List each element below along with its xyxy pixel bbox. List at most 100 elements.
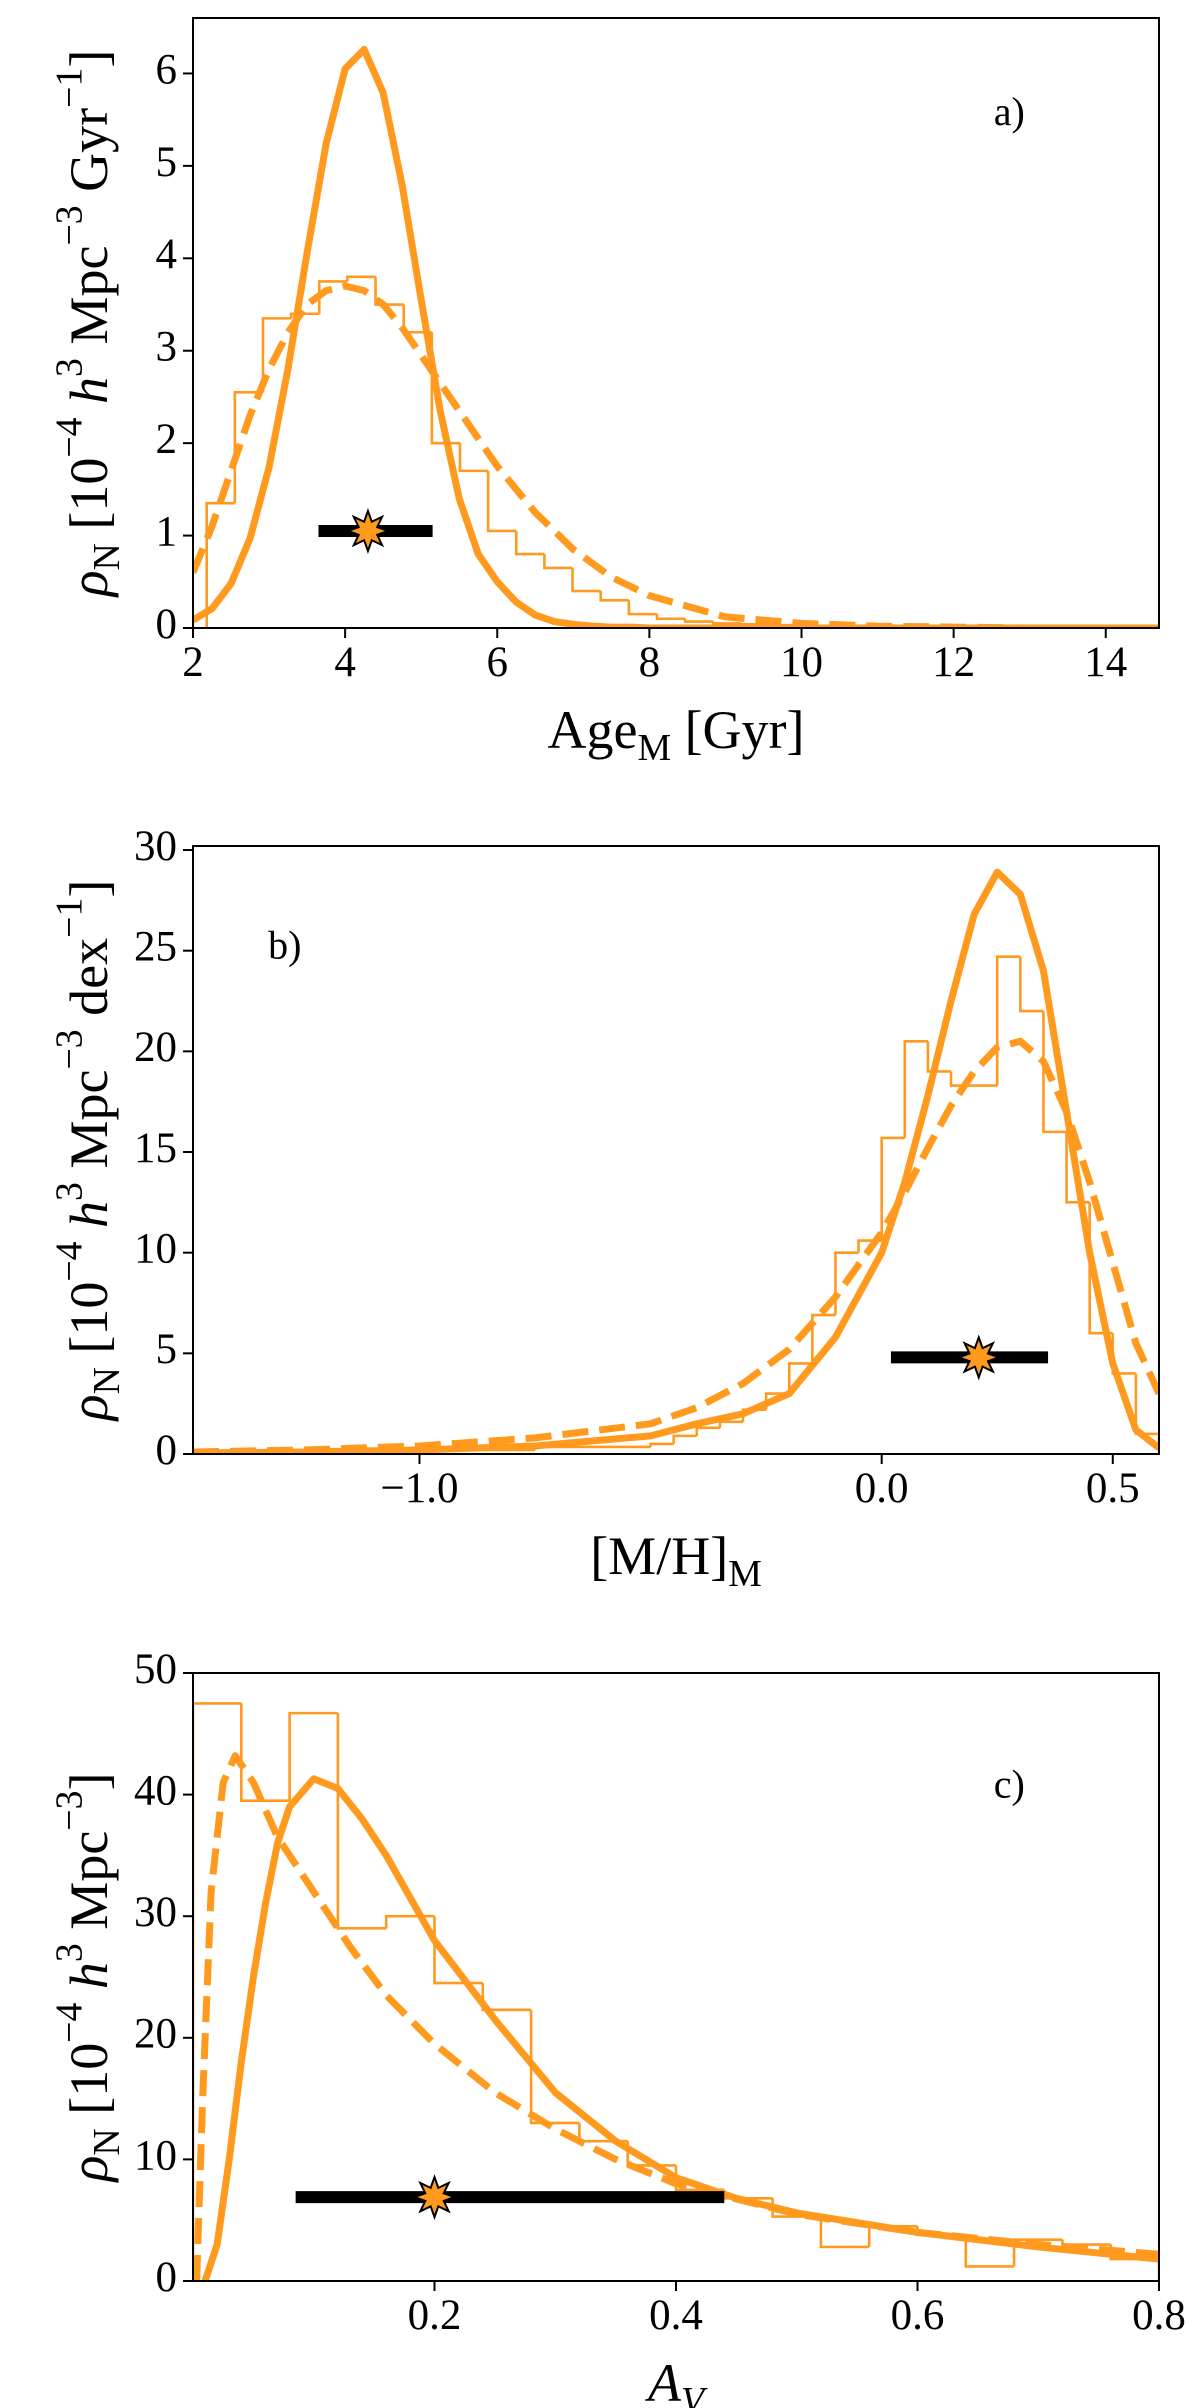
x-axis-label-part: Age bbox=[547, 700, 637, 760]
star-marker bbox=[411, 2174, 458, 2221]
x-tick-label: 10 bbox=[780, 639, 823, 686]
histogram-bin bbox=[672, 1434, 697, 1444]
solid-curve bbox=[201, 1775, 1159, 2281]
y-tick-label: 0 bbox=[156, 601, 178, 648]
histogram-bin bbox=[514, 530, 545, 556]
y-axis-label-part: [10 bbox=[59, 1282, 119, 1367]
histogram-bin bbox=[964, 2234, 1015, 2268]
histogram-bin bbox=[193, 1702, 242, 2281]
histogram-bin bbox=[695, 1426, 720, 1436]
histogram-bin bbox=[718, 1420, 744, 1428]
histogram-bin bbox=[261, 317, 292, 393]
histogram-bin bbox=[1134, 1373, 1159, 1454]
histogram-bin bbox=[880, 1136, 905, 1241]
y-tick-label: 10 bbox=[134, 2132, 177, 2179]
y-axis-label-part: Mpc bbox=[59, 1831, 119, 1943]
x-axis-label: [M/H]M bbox=[590, 1526, 762, 1594]
axes-frame bbox=[192, 845, 1160, 1455]
y-axis-label-part: −3 bbox=[48, 1790, 90, 1830]
histogram-bin bbox=[599, 591, 629, 602]
x-tick-label: 6 bbox=[487, 639, 509, 686]
histogram-bin bbox=[655, 614, 686, 621]
histogram-bin bbox=[903, 1039, 928, 1138]
plot-area bbox=[193, 1702, 1159, 2281]
x-axis-label: AV bbox=[645, 2353, 708, 2408]
y-axis-label-part: Mpc bbox=[59, 1070, 119, 1182]
histogram-bin bbox=[317, 280, 348, 314]
x-tick-label: 2 bbox=[182, 639, 204, 686]
y-tick-label: 30 bbox=[134, 823, 177, 870]
panel-label: a) bbox=[994, 89, 1025, 134]
y-axis-label-part: dex bbox=[59, 938, 119, 1029]
histogram-bin bbox=[683, 618, 714, 623]
x-axis-label-part: V bbox=[681, 2380, 708, 2408]
y-axis-label-part: h bbox=[59, 1962, 119, 1989]
histogram-bin bbox=[1042, 1011, 1067, 1134]
y-axis-label-part: ] bbox=[59, 50, 119, 68]
x-tick-label: 0.0 bbox=[855, 1465, 909, 1512]
histogram-bin bbox=[787, 1362, 813, 1394]
y-axis-label-part: 3 bbox=[48, 1943, 90, 1962]
y-tick-label: 40 bbox=[134, 1767, 177, 1814]
dashed-curve bbox=[193, 282, 1159, 628]
y-tick-label: 50 bbox=[134, 1646, 177, 1693]
y-axis-label-part: Mpc bbox=[59, 246, 119, 358]
x-tick-label: 14 bbox=[1084, 639, 1127, 686]
x-axis-label-part: M bbox=[637, 727, 671, 769]
y-axis-label-part: [10 bbox=[59, 458, 119, 543]
y-tick-label: 0 bbox=[156, 2254, 178, 2301]
y-axis-label-part: −3 bbox=[48, 1029, 90, 1069]
histogram-bin bbox=[819, 2216, 870, 2249]
y-tick-label: 20 bbox=[134, 2011, 177, 2058]
x-tick-label: 8 bbox=[639, 639, 661, 686]
y-axis-label-part: −3 bbox=[48, 205, 90, 245]
y-axis-label-part bbox=[59, 1228, 119, 1242]
y-axis-label-part: h bbox=[59, 377, 119, 404]
y-tick-label: 30 bbox=[134, 1889, 177, 1936]
y-axis-label-part: ρ bbox=[59, 570, 119, 598]
y-tick-label: 6 bbox=[156, 46, 178, 93]
histogram-bin bbox=[926, 1041, 952, 1073]
y-tick-label: 5 bbox=[156, 139, 178, 186]
y-tick-label: 1 bbox=[156, 508, 178, 555]
y-axis-label-part: ] bbox=[59, 880, 119, 898]
histogram-bin bbox=[346, 275, 376, 282]
histogram-bin bbox=[811, 1313, 836, 1364]
y-axis-label-part: −4 bbox=[48, 417, 90, 457]
histogram-bin bbox=[205, 501, 235, 628]
y-axis-label-part: Gyr bbox=[59, 108, 119, 205]
x-tick-label: 0.5 bbox=[1086, 1465, 1140, 1512]
y-axis-label-part bbox=[59, 404, 119, 418]
histogram-bin bbox=[458, 443, 489, 473]
y-axis-label-part: 3 bbox=[48, 1182, 90, 1201]
histogram-bin bbox=[481, 1983, 532, 2012]
y-axis-label-part: −4 bbox=[48, 2002, 90, 2042]
histogram-bin bbox=[740, 623, 770, 626]
x-tick-label: 0.4 bbox=[649, 2292, 703, 2339]
y-axis-label-part: N bbox=[86, 543, 128, 570]
y-axis-label-part: N bbox=[86, 1367, 128, 1394]
y-axis-label-part: −1 bbox=[48, 68, 90, 108]
x-tick-label: 0.2 bbox=[408, 2292, 462, 2339]
y-tick-label: 20 bbox=[134, 1024, 177, 1071]
histogram-bin bbox=[529, 2009, 580, 2125]
y-axis-label-part: ρ bbox=[59, 2156, 119, 2184]
histogram-bin bbox=[571, 567, 601, 593]
histogram-bin bbox=[374, 276, 404, 306]
x-axis-label-part: [M/H] bbox=[590, 1526, 728, 1586]
panel-label: b) bbox=[268, 923, 301, 968]
x-tick-label: 0.6 bbox=[891, 2292, 945, 2339]
dashed-curve bbox=[193, 1037, 1159, 1454]
x-axis-label-part: [Gyr] bbox=[671, 700, 804, 760]
y-axis-label-part bbox=[59, 1989, 119, 2003]
star-marker bbox=[955, 1334, 1002, 1381]
plot-area bbox=[193, 868, 1159, 1454]
y-axis-label-part: ] bbox=[59, 1772, 119, 1790]
histogram-bin bbox=[240, 1703, 290, 1802]
y-axis-label: ρN [10−4 h3 Mpc−3 dex−1] bbox=[48, 880, 128, 1423]
histogram-bin bbox=[995, 955, 1021, 1086]
x-axis-label-part: M bbox=[728, 1553, 762, 1595]
solid-curve bbox=[193, 45, 1159, 628]
y-tick-label: 0 bbox=[156, 1427, 178, 1474]
y-axis-label-part: 3 bbox=[48, 358, 90, 377]
